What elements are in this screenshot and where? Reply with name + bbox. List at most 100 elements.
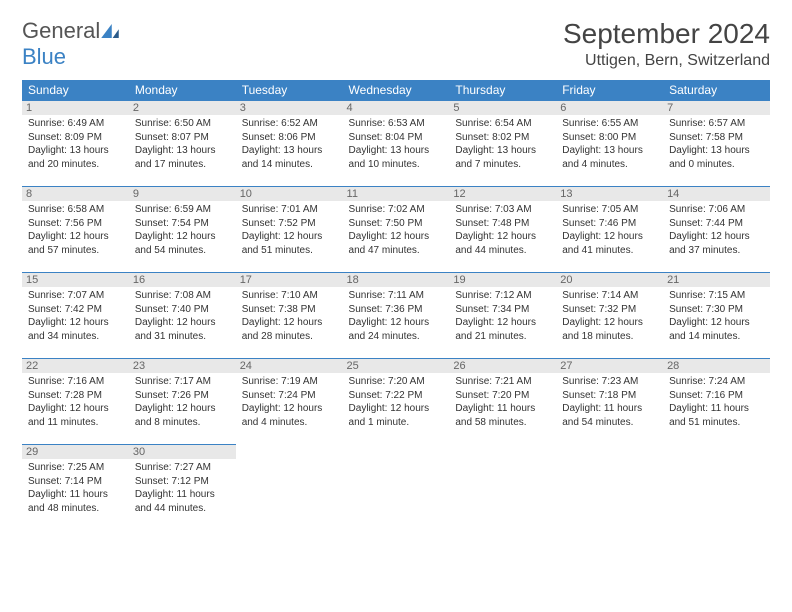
calendar-cell: 17Sunrise: 7:10 AMSunset: 7:38 PMDayligh… <box>236 273 343 359</box>
calendar-cell: 27Sunrise: 7:23 AMSunset: 7:18 PMDayligh… <box>556 359 663 445</box>
sunrise: Sunrise: 6:52 AM <box>242 117 337 131</box>
calendar-cell: 16Sunrise: 7:08 AMSunset: 7:40 PMDayligh… <box>129 273 236 359</box>
sunset: Sunset: 7:36 PM <box>349 303 444 317</box>
daylight: Daylight: 12 hours and 41 minutes. <box>562 230 657 257</box>
day-info: Sunrise: 6:59 AMSunset: 7:54 PMDaylight:… <box>135 203 230 257</box>
calendar-cell: 12Sunrise: 7:03 AMSunset: 7:48 PMDayligh… <box>449 187 556 273</box>
sunset: Sunset: 8:00 PM <box>562 131 657 145</box>
title-block: September 2024 Uttigen, Bern, Switzerlan… <box>563 18 770 70</box>
day-header: Monday <box>129 80 236 101</box>
day-info: Sunrise: 7:07 AMSunset: 7:42 PMDaylight:… <box>28 289 123 343</box>
sunset: Sunset: 7:40 PM <box>135 303 230 317</box>
day-info: Sunrise: 6:50 AMSunset: 8:07 PMDaylight:… <box>135 117 230 171</box>
calendar-cell <box>236 445 343 531</box>
daylight: Daylight: 12 hours and 44 minutes. <box>455 230 550 257</box>
daylight: Daylight: 12 hours and 54 minutes. <box>135 230 230 257</box>
day-number: 12 <box>449 187 556 201</box>
day-number: 25 <box>343 359 450 373</box>
day-number: 20 <box>556 273 663 287</box>
daylight: Daylight: 11 hours and 58 minutes. <box>455 402 550 429</box>
sunrise: Sunrise: 6:54 AM <box>455 117 550 131</box>
sunrise: Sunrise: 6:59 AM <box>135 203 230 217</box>
calendar-row: 8Sunrise: 6:58 AMSunset: 7:56 PMDaylight… <box>22 187 770 273</box>
day-header: Friday <box>556 80 663 101</box>
sunrise: Sunrise: 6:53 AM <box>349 117 444 131</box>
sunrise: Sunrise: 7:27 AM <box>135 461 230 475</box>
calendar-cell: 22 Sunrise: 7:16 AMSunset: 7:28 PMDayligh… <box>22 359 129 445</box>
calendar-cell: 26Sunrise: 7:21 AMSunset: 7:20 PMDayligh… <box>449 359 556 445</box>
sunset: Sunset: 7:30 PM <box>669 303 764 317</box>
day-info: Sunrise: 6:54 AMSunset: 8:02 PMDaylight:… <box>455 117 550 171</box>
day-info: Sunrise: 7:17 AMSunset: 7:26 PMDaylight:… <box>135 375 230 429</box>
calendar-cell: 9 Sunrise: 6:59 AMSunset: 7:54 PMDaylight… <box>129 187 236 273</box>
day-info: Sunrise: 7:08 AMSunset: 7:40 PMDaylight:… <box>135 289 230 343</box>
calendar-cell: 11Sunrise: 7:02 AMSunset: 7:50 PMDayligh… <box>343 187 450 273</box>
calendar-cell: 29Sunrise: 7:25 AMSunset: 7:14 PMDayligh… <box>22 445 129 531</box>
logo-blue: Blue <box>22 44 66 69</box>
sunset: Sunset: 7:50 PM <box>349 217 444 231</box>
calendar-cell: 25 Sunrise: 7:20 AMSunset: 7:22 PMDayligh… <box>343 359 450 445</box>
day-number: 2 <box>129 101 236 115</box>
day-info: Sunrise: 7:20 AMSunset: 7:22 PMDaylight:… <box>349 375 444 429</box>
sunset: Sunset: 7:58 PM <box>669 131 764 145</box>
sunrise: Sunrise: 7:08 AM <box>135 289 230 303</box>
daylight: Daylight: 12 hours and 47 minutes. <box>349 230 444 257</box>
day-info: Sunrise: 7:11 AMSunset: 7:36 PMDaylight:… <box>349 289 444 343</box>
sunset: Sunset: 7:32 PM <box>562 303 657 317</box>
day-number: 9 <box>129 187 236 201</box>
sunrise: Sunrise: 6:57 AM <box>669 117 764 131</box>
day-number: 19 <box>449 273 556 287</box>
sunset: Sunset: 7:48 PM <box>455 217 550 231</box>
sunset: Sunset: 8:09 PM <box>28 131 123 145</box>
day-number: 22 <box>22 359 129 373</box>
day-info: Sunrise: 6:53 AMSunset: 8:04 PMDaylight:… <box>349 117 444 171</box>
calendar-cell: 3Sunrise: 6:52 AMSunset: 8:06 PMDaylight… <box>236 101 343 187</box>
daylight: Daylight: 12 hours and 21 minutes. <box>455 316 550 343</box>
calendar-row: 15Sunrise: 7:07 AMSunset: 7:42 PMDayligh… <box>22 273 770 359</box>
sunset: Sunset: 7:42 PM <box>28 303 123 317</box>
day-info: Sunrise: 6:58 AMSunset: 7:56 PMDaylight:… <box>28 203 123 257</box>
sunrise: Sunrise: 7:24 AM <box>669 375 764 389</box>
daylight: Daylight: 11 hours and 51 minutes. <box>669 402 764 429</box>
day-header: Saturday <box>663 80 770 101</box>
day-number: 7 <box>663 101 770 115</box>
day-info: Sunrise: 7:24 AMSunset: 7:16 PMDaylight:… <box>669 375 764 429</box>
sunset: Sunset: 7:18 PM <box>562 389 657 403</box>
sunset: Sunset: 7:22 PM <box>349 389 444 403</box>
day-info: Sunrise: 7:21 AMSunset: 7:20 PMDaylight:… <box>455 375 550 429</box>
day-info: Sunrise: 7:16 AMSunset: 7:28 PMDaylight:… <box>28 375 123 429</box>
calendar-cell: 8Sunrise: 6:58 AMSunset: 7:56 PMDaylight… <box>22 187 129 273</box>
daylight: Daylight: 13 hours and 10 minutes. <box>349 144 444 171</box>
logo: General Blue <box>22 18 119 70</box>
sunset: Sunset: 8:04 PM <box>349 131 444 145</box>
sunrise: Sunrise: 7:10 AM <box>242 289 337 303</box>
daylight: Daylight: 12 hours and 11 minutes. <box>28 402 123 429</box>
sunrise: Sunrise: 7:05 AM <box>562 203 657 217</box>
day-number: 30 <box>129 445 236 459</box>
calendar-row: 22 Sunrise: 7:16 AMSunset: 7:28 PMDayligh… <box>22 359 770 445</box>
day-info: Sunrise: 7:14 AMSunset: 7:32 PMDaylight:… <box>562 289 657 343</box>
calendar-cell: 7Sunrise: 6:57 AMSunset: 7:58 PMDaylight… <box>663 101 770 187</box>
daylight: Daylight: 13 hours and 17 minutes. <box>135 144 230 171</box>
daylight: Daylight: 13 hours and 7 minutes. <box>455 144 550 171</box>
calendar-cell <box>663 445 770 531</box>
daylight: Daylight: 12 hours and 4 minutes. <box>242 402 337 429</box>
daylight: Daylight: 12 hours and 57 minutes. <box>28 230 123 257</box>
calendar-head: SundayMondayTuesdayWednesdayThursdayFrid… <box>22 80 770 101</box>
sunset: Sunset: 7:54 PM <box>135 217 230 231</box>
day-info: Sunrise: 6:52 AMSunset: 8:06 PMDaylight:… <box>242 117 337 171</box>
daylight: Daylight: 12 hours and 31 minutes. <box>135 316 230 343</box>
day-number: 23 <box>129 359 236 373</box>
sunrise: Sunrise: 7:21 AM <box>455 375 550 389</box>
day-info: Sunrise: 7:05 AMSunset: 7:46 PMDaylight:… <box>562 203 657 257</box>
calendar-cell: 6Sunrise: 6:55 AMSunset: 8:00 PMDaylight… <box>556 101 663 187</box>
daylight: Daylight: 13 hours and 14 minutes. <box>242 144 337 171</box>
sunrise: Sunrise: 7:25 AM <box>28 461 123 475</box>
calendar-cell: 10Sunrise: 7:01 AMSunset: 7:52 PMDayligh… <box>236 187 343 273</box>
day-number: 6 <box>556 101 663 115</box>
daylight: Daylight: 13 hours and 20 minutes. <box>28 144 123 171</box>
sunrise: Sunrise: 7:12 AM <box>455 289 550 303</box>
sunrise: Sunrise: 7:23 AM <box>562 375 657 389</box>
daylight: Daylight: 12 hours and 8 minutes. <box>135 402 230 429</box>
sunrise: Sunrise: 7:07 AM <box>28 289 123 303</box>
